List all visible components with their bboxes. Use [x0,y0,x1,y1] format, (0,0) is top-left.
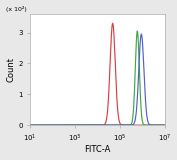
X-axis label: FITC-A: FITC-A [84,145,111,154]
Text: (x 10²): (x 10²) [6,6,27,12]
Y-axis label: Count: Count [6,57,15,82]
